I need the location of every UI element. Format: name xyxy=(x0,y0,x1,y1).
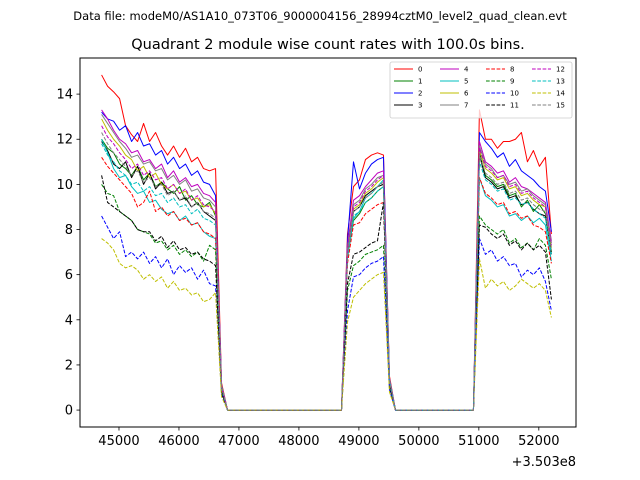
series-line-11 xyxy=(101,175,552,411)
x-tick-label: 46000 xyxy=(158,434,199,449)
y-tick-label: 6 xyxy=(65,268,73,283)
legend-label-13: 13 xyxy=(556,78,565,86)
legend-label-12: 12 xyxy=(556,66,565,74)
chart-title: Quadrant 2 module wise count rates with … xyxy=(131,37,525,53)
legend-label-4: 4 xyxy=(464,66,469,74)
legend-label-2: 2 xyxy=(418,90,422,98)
legend-label-14: 14 xyxy=(556,90,565,98)
y-tick-label: 8 xyxy=(65,223,73,238)
y-tick-label: 10 xyxy=(56,178,73,193)
x-offset-label: +3.503e8 xyxy=(512,455,576,470)
legend-label-9: 9 xyxy=(510,78,514,86)
legend-label-10: 10 xyxy=(510,90,519,98)
y-tick-label: 0 xyxy=(65,404,73,419)
x-tick-label: 51000 xyxy=(458,434,499,449)
series-line-4 xyxy=(101,109,552,411)
legend-label-11: 11 xyxy=(510,102,519,110)
legend-label-15: 15 xyxy=(556,102,565,110)
series-line-10 xyxy=(101,215,552,411)
x-tick-label: 50000 xyxy=(398,434,439,449)
legend-label-3: 3 xyxy=(418,102,422,110)
series-line-5 xyxy=(101,139,552,411)
x-tick-label: 45000 xyxy=(98,434,139,449)
y-tick-label: 4 xyxy=(65,313,73,328)
legend-label-1: 1 xyxy=(418,78,422,86)
x-tick-label: 48000 xyxy=(278,434,319,449)
legend-label-7: 7 xyxy=(464,102,468,110)
plot-frame xyxy=(79,57,577,428)
y-tick-label: 14 xyxy=(56,88,73,103)
series-line-13 xyxy=(101,143,552,411)
series-line-3 xyxy=(101,141,552,411)
legend-label-8: 8 xyxy=(510,66,514,74)
y-tick-label: 2 xyxy=(65,358,73,373)
series-line-8 xyxy=(101,157,552,411)
x-tick-label: 52000 xyxy=(518,434,559,449)
x-axis: 45000 46000 47000 48000 49000 50000 51000 52000 xyxy=(98,427,559,449)
legend-label-6: 6 xyxy=(464,90,469,98)
x-tick-label: 47000 xyxy=(218,434,259,449)
series-line-9 xyxy=(101,184,552,411)
chart-subtitle: Data file: modeM0/AS1A10_073T06_90000041… xyxy=(73,9,567,23)
series-line-14 xyxy=(101,238,552,411)
legend-label-5: 5 xyxy=(464,78,468,86)
legend-label-0: 0 xyxy=(418,66,422,74)
legend-box xyxy=(389,61,573,119)
series-line-1 xyxy=(101,138,552,411)
series-line-15 xyxy=(101,132,552,411)
plot-series xyxy=(101,74,552,411)
series-line-0 xyxy=(101,74,552,411)
y-tick-label: 12 xyxy=(56,133,73,148)
x-tick-label: 49000 xyxy=(338,434,379,449)
y-axis: 0 2 4 6 8 10 12 14 xyxy=(56,88,80,419)
